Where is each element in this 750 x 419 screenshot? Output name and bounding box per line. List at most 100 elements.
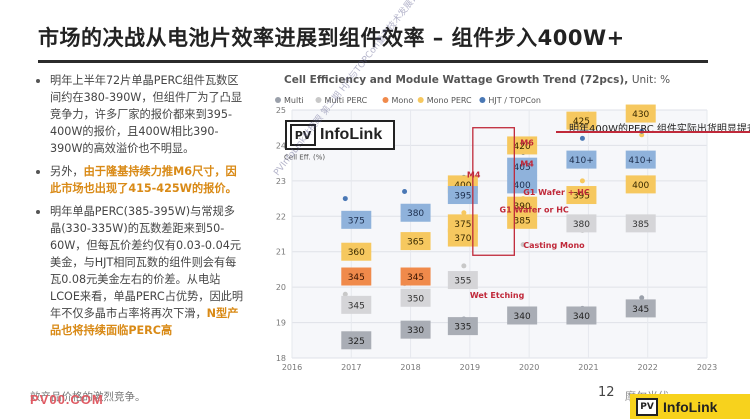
- highlight-text: N型产品也将持续面临PERC高: [50, 307, 239, 337]
- module-wattage-label: 385: [514, 216, 531, 226]
- legend-label: Mono: [392, 96, 414, 105]
- x-tick-label: 2018: [400, 363, 420, 372]
- bullet-text: 明年上半年72片单晶PERC组件瓦数区间约在380-390W，但组件厂为了凸显竞…: [50, 74, 243, 155]
- module-wattage-label: 410+: [569, 156, 594, 166]
- module-wattage-box: [341, 267, 372, 286]
- module-wattage-box: [625, 299, 656, 318]
- chart-annotation: G1 Wafer + HC: [523, 188, 590, 197]
- module-wattage-box: [625, 104, 656, 123]
- module-wattage-box: [400, 203, 431, 222]
- module-wattage-box: [507, 306, 538, 325]
- infolink-chart-logo: PV InfoLink: [285, 120, 395, 150]
- module-wattage-label: 375: [348, 216, 365, 226]
- module-wattage-box: [566, 186, 597, 205]
- footer-logo: PV InfoLink: [630, 394, 750, 419]
- x-tick-label: 2019: [460, 363, 480, 372]
- pv-logo-icon: PV: [290, 124, 316, 146]
- module-wattage-box: [447, 214, 478, 233]
- legend-label: Multi PERC: [325, 96, 368, 105]
- data-point: [402, 188, 408, 194]
- bullet-item: 明年单晶PERC(385-395W)与常规多晶(330-335W)的瓦数差距来到…: [34, 203, 244, 339]
- module-wattage-label: 355: [454, 277, 471, 287]
- data-point: [342, 196, 348, 202]
- module-wattage-label: 340: [573, 312, 590, 322]
- legend-swatch: [417, 97, 424, 103]
- module-wattage-box: [625, 214, 656, 233]
- x-tick-label: 2022: [638, 363, 658, 372]
- x-tick-label: 2017: [341, 363, 361, 372]
- page-number: 12: [598, 385, 615, 400]
- module-wattage-box: [341, 331, 372, 350]
- module-wattage-label: 395: [454, 192, 471, 202]
- callout-text: 明年400W的PERC 组件实际出货明显提升: [569, 124, 750, 135]
- module-wattage-label: 375: [454, 220, 471, 230]
- module-wattage-label: 370: [454, 234, 471, 244]
- data-point: [520, 242, 526, 248]
- module-wattage-box: [400, 267, 431, 286]
- module-wattage-label: 430: [632, 110, 649, 120]
- pv-footer-icon: PV: [636, 397, 658, 416]
- legend-label: Multi: [284, 96, 304, 105]
- legend-label: Mono PERC: [427, 96, 472, 105]
- footer-logo-name: InfoLink: [663, 398, 718, 415]
- title-divider: [38, 60, 708, 63]
- chart-title-text: Cell Efficiency and Module Wattage Growt…: [284, 74, 629, 86]
- y-tick-label: 22: [276, 212, 286, 221]
- bullet-dot-icon: [36, 79, 40, 83]
- module-wattage-label: 385: [632, 220, 649, 230]
- y-tick-label: 23: [276, 177, 286, 186]
- bullet-list: 明年上半年72片单晶PERC组件瓦数区间约在380-390W，但组件厂为了凸显竞…: [34, 72, 244, 345]
- bullet-text: 另外，: [50, 165, 84, 178]
- module-wattage-label: 395: [573, 192, 590, 202]
- legend-swatch: [382, 97, 389, 103]
- module-wattage-box: [341, 295, 372, 314]
- chart-title-unit: Unit: %: [631, 74, 671, 86]
- pv00-watermark: PV00.COM: [30, 392, 104, 407]
- legend-label: HJT / TOPCon: [488, 96, 541, 105]
- data-point: [579, 135, 585, 141]
- y-tick-label: 18: [276, 354, 286, 363]
- module-wattage-label: 380: [573, 220, 590, 230]
- module-wattage-box: [341, 210, 372, 229]
- module-wattage-box: [625, 150, 656, 169]
- bullet-dot-icon: [36, 210, 40, 214]
- module-wattage-label: 325: [348, 337, 365, 347]
- module-wattage-box: [400, 320, 431, 339]
- overflow-text: 效产品价格的激烈竞争。: [30, 391, 146, 403]
- bullet-dot-icon: [36, 170, 40, 174]
- module-wattage-label: 345: [407, 273, 424, 283]
- chart-annotation: Wet Etching: [470, 291, 525, 300]
- module-wattage-label: 345: [348, 273, 365, 283]
- chart-title: Cell Efficiency and Module Wattage Growt…: [284, 74, 670, 86]
- y-tick-label: 24: [276, 141, 286, 150]
- legend-swatch: [479, 97, 486, 103]
- chart-annotation: G1 Wafer or HC: [500, 206, 569, 215]
- chart-annotation: M4: [520, 160, 534, 169]
- module-wattage-box: [447, 317, 478, 336]
- module-wattage-label: 410+: [628, 156, 653, 166]
- highlight-frame: [472, 127, 515, 256]
- module-wattage-label: 365: [407, 238, 424, 248]
- y-tick-label: 19: [276, 319, 286, 328]
- data-point: [461, 263, 467, 269]
- legend-swatch: [315, 97, 322, 103]
- y-tick-label: 21: [276, 248, 286, 257]
- highlight-text: 由于隆基持续力推M6尺寸，因此市场也出现了415-425W的报价。: [50, 165, 237, 195]
- y-tick-label: 20: [276, 283, 286, 292]
- data-point: [579, 178, 585, 184]
- module-wattage-box: [447, 228, 478, 247]
- module-wattage-box: [400, 288, 431, 307]
- x-tick-label: 2020: [519, 363, 539, 372]
- x-tick-label: 2023: [697, 363, 717, 372]
- module-wattage-label: 400: [514, 181, 531, 191]
- y-tick-label: 25: [276, 106, 286, 115]
- module-wattage-box: [447, 271, 478, 290]
- module-wattage-box: [566, 150, 597, 169]
- chart-annotation: M4: [467, 170, 481, 179]
- module-wattage-label: 400: [454, 181, 471, 191]
- module-wattage-label: 335: [454, 323, 471, 333]
- module-wattage-label: 405: [514, 163, 531, 173]
- module-wattage-label: 345: [632, 305, 649, 315]
